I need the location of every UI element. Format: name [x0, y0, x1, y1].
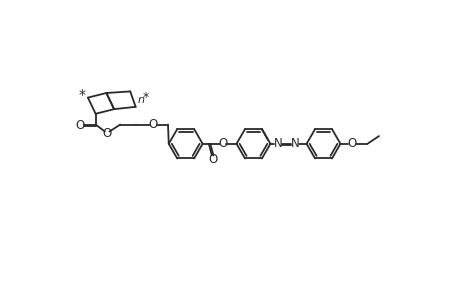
Text: *: * — [142, 91, 148, 104]
Text: N: N — [273, 137, 282, 150]
Text: N: N — [290, 137, 299, 150]
Text: O: O — [148, 118, 157, 131]
Text: n: n — [137, 95, 144, 105]
Text: O: O — [207, 153, 217, 166]
Text: O: O — [218, 137, 227, 150]
Text: O: O — [102, 127, 112, 140]
Text: *: * — [78, 88, 85, 101]
Text: O: O — [347, 137, 356, 150]
Text: O: O — [75, 119, 84, 132]
